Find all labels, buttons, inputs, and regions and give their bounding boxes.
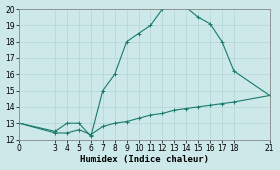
X-axis label: Humidex (Indice chaleur): Humidex (Indice chaleur) — [80, 155, 209, 164]
